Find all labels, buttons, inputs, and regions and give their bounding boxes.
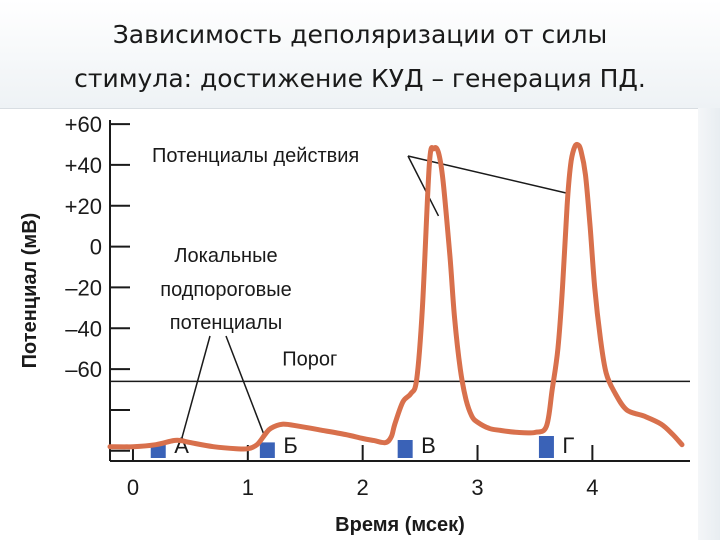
annotation-leader-line [225,335,265,435]
stimulus-bar-Б [259,442,275,458]
annotation-local-line-3: потенциалы [170,312,282,334]
y-tick-label: +60 [65,112,102,137]
x-tick-label: 4 [586,475,598,500]
stimulus-label: А [174,433,189,458]
right-edge-strip [698,108,720,540]
threshold-label: Порог [282,348,337,370]
annotation-local-line-1: Локальные [174,245,277,267]
stimulus-bar-Г [538,436,554,458]
x-tick-label: 1 [242,475,254,500]
slide-title-banner: Зависимость деполяризации от силы стимул… [0,0,720,109]
y-tick-label: +40 [65,153,102,178]
annotation-local-line-2: подпороговые [160,279,291,301]
membrane-potential-trace [107,141,685,452]
stimulus-label: В [421,433,436,458]
y-tick-label: –60 [65,357,102,382]
y-tick-label: +20 [65,194,102,219]
y-tick-label: –20 [65,275,102,300]
slide-title-line-1: Зависимость деполяризации от силы [112,20,608,49]
x-tick-label: 2 [357,475,369,500]
depolarization-chart: +60 +40 +20 0 –20 –40 –60 0 1 2 3 4 Время (мсек) Поте… [19,112,690,536]
x-axis-title: Время (мсек) [335,514,465,536]
y-axis-title: Потенциал (мВ) [19,213,41,369]
stimulus-label: Г [562,433,574,458]
stimulus-label: Б [283,433,297,458]
stimulus-bar-А [150,444,166,458]
y-tick-label: –40 [65,316,102,341]
x-tick-label: 0 [127,475,139,500]
annotation-action-potentials: Потенциалы действия [152,145,359,167]
annotation-leader-line [407,155,440,217]
x-tick-label: 3 [471,475,483,500]
annotation-leader-line [407,155,569,195]
stimulus-bar-В [397,440,413,458]
annotation-leader-line [180,335,211,441]
y-tick-label: 0 [90,235,102,260]
slide-title-line-2: стимула: достижение КУД – генерация ПД. [74,64,646,93]
